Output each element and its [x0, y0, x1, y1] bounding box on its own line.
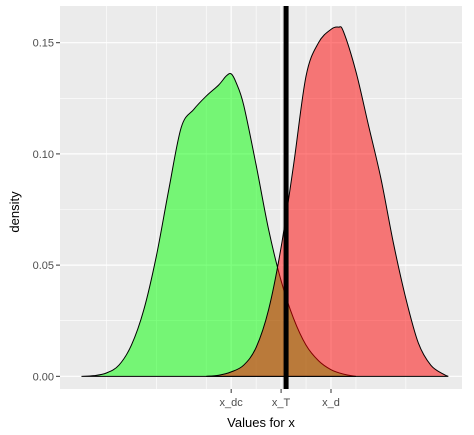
x-axis-title: Values for x	[227, 415, 295, 430]
density-area-2	[206, 26, 449, 377]
y-tick-label: 0.05	[33, 260, 54, 272]
y-axis-title: density	[7, 191, 22, 233]
x-tick-label: x_dc	[220, 397, 244, 409]
y-tick-label: 0.15	[33, 38, 54, 50]
y-axis: 0.00 0.05 0.10 0.15	[33, 38, 60, 383]
y-tick-label: 0.10	[33, 149, 54, 161]
x-axis: x_dc x_T x_d	[220, 389, 340, 409]
x-tick-label: x_d	[322, 397, 340, 409]
x-tick-label: x_T	[272, 397, 291, 409]
y-tick-label: 0.00	[33, 371, 54, 383]
density-areas	[81, 26, 449, 377]
